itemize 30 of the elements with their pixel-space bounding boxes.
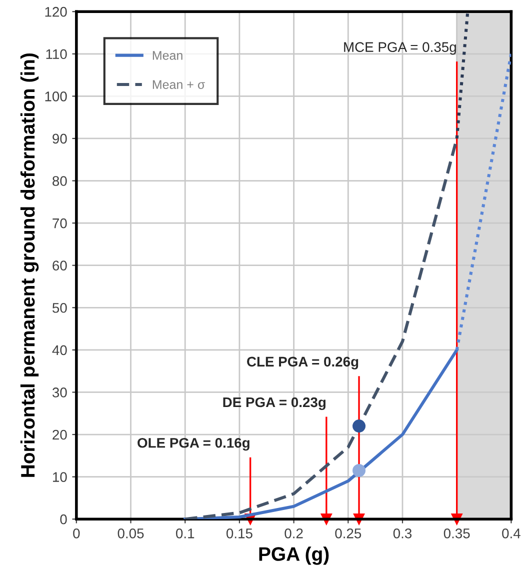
- y-axis-title: Horizontal permanent ground deformation (in): [20, 54, 39, 477]
- x-tick-label: 0.05: [118, 528, 144, 538]
- y-tick-label: 110: [46, 49, 67, 60]
- y-tick-label: 0: [60, 514, 67, 524]
- y-tick-label: 10: [53, 472, 67, 482]
- y-tick-label: 30: [52, 388, 67, 398]
- x-tick-label: 0: [73, 528, 80, 538]
- y-tick-label: 80: [52, 176, 67, 186]
- y-tick-label: 40: [52, 345, 67, 356]
- y-tick-label: 120: [45, 6, 67, 17]
- y-tick-label: 70: [52, 218, 67, 228]
- y-tick-label: 90: [52, 134, 67, 144]
- ref-line-label: OLE PGA = 0.16g: [138, 438, 250, 451]
- x-tick-label: 0.15: [226, 528, 252, 538]
- y-tick-label: 20: [52, 430, 67, 440]
- ref-line-label: DE PGA = 0.23g: [223, 397, 326, 410]
- x-tick-label: 0.1: [176, 528, 194, 538]
- x-tick-label: 0.4: [502, 528, 520, 538]
- x-tick-label: 0.25: [335, 528, 362, 538]
- y-tick-label: 100: [45, 92, 67, 102]
- x-tick-label: 0.2: [284, 528, 303, 538]
- y-tick-label: 50: [52, 302, 67, 313]
- x-tick-label: 0.3: [393, 528, 412, 538]
- y-tick-label: 60: [52, 260, 67, 271]
- x-tick-label: 0.35: [444, 528, 470, 538]
- ref-line-label: CLE PGA = 0.26g: [247, 356, 358, 370]
- legend-label: Mean: [152, 51, 182, 60]
- legend-label: Mean + σ: [152, 80, 205, 89]
- x-axis-title: PGA (g): [259, 546, 329, 565]
- ref-line-label: MCE PGA = 0.35g: [344, 42, 456, 55]
